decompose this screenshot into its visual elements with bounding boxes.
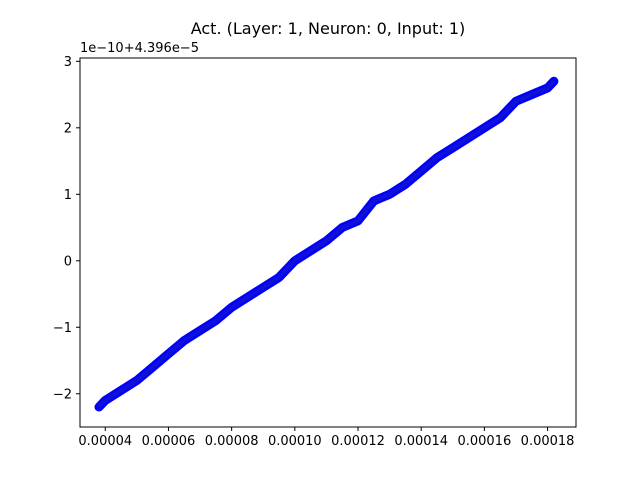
- x-tick-label-7: 0.00018: [521, 434, 575, 449]
- axis-ticks: 0.00004 0.00006 0.00008 0.00010 0.00012 0.000…: [53, 55, 575, 449]
- x-tick-label-6: 0.00016: [457, 434, 511, 449]
- y-tick-label-0: −2: [53, 387, 72, 402]
- y-tick-label-4: 2: [64, 121, 72, 136]
- series-line-0: [94, 76, 559, 412]
- x-tick-label-0: 0.00004: [78, 434, 132, 449]
- series-line-core-0: [97, 79, 556, 409]
- y-tick-label-1: −1: [53, 321, 72, 336]
- y-tick-label-2: 0: [64, 254, 72, 269]
- y-tick-label-5: 3: [64, 55, 72, 70]
- y-tick-label-3: 1: [64, 188, 72, 203]
- y-offset-label: 1e−10+4.396e−5: [80, 41, 199, 56]
- plot-area: [94, 76, 559, 412]
- x-tick-label-4: 0.00012: [331, 434, 385, 449]
- x-tick-label-1: 0.00006: [142, 434, 196, 449]
- x-tick-label-2: 0.00008: [205, 434, 259, 449]
- chart-title: Act. (Layer: 1, Neuron: 0, Input: 1): [191, 19, 466, 38]
- x-tick-label-5: 0.00014: [394, 434, 448, 449]
- axes-frame: [79, 57, 577, 428]
- x-tick-label-3: 0.00010: [268, 434, 322, 449]
